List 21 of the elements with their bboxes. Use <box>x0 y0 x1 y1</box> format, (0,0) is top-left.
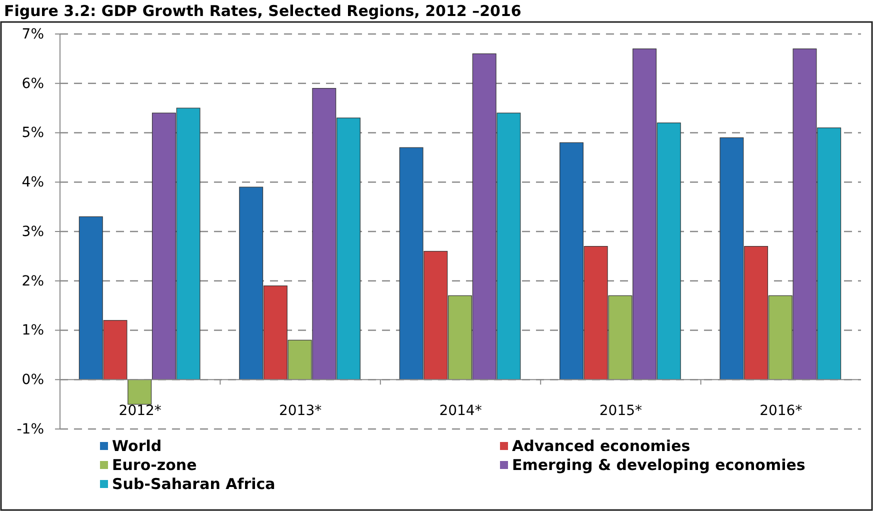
x-tick-label: 2014* <box>439 402 482 419</box>
bar <box>128 379 152 405</box>
x-tick-label: 2015* <box>599 402 642 419</box>
y-tick-label: -1% <box>16 421 44 438</box>
legend-label: Advanced economies <box>512 437 690 455</box>
y-tick-label: 5% <box>22 125 44 142</box>
y-tick-label: 0% <box>22 372 44 388</box>
legend-label: Sub-Saharan Africa <box>112 475 276 493</box>
x-tick-label: 2012* <box>118 402 162 419</box>
y-tick-label: 2% <box>22 273 44 290</box>
y-tick-label: 7% <box>22 26 44 42</box>
y-tick-label: 4% <box>22 174 44 191</box>
x-tick-label: 2016* <box>760 402 802 419</box>
x-tick-label: 2013* <box>278 402 322 419</box>
legend-label: Euro-zone <box>112 456 197 474</box>
y-tick-label: 3% <box>22 224 44 240</box>
chart-title: Figure 3.2: GDP Growth Rates, Selected Regions, 2012 –2016 <box>4 2 522 20</box>
y-tick-label: 6% <box>22 76 44 92</box>
legend-label: Emerging & developing economies <box>512 456 806 474</box>
y-tick-label: 1% <box>22 322 44 339</box>
legend-label: World <box>112 437 162 455</box>
